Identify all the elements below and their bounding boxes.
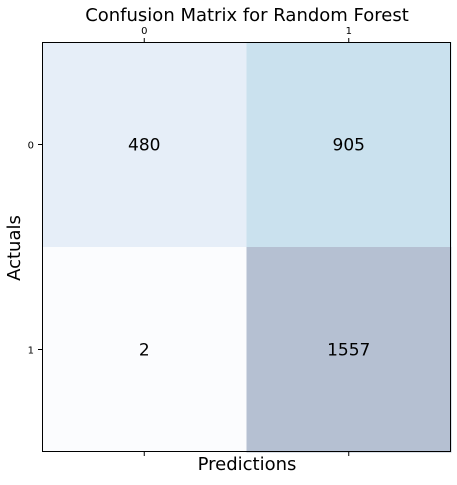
- cell-annotations: 480 905 2 1557: [128, 136, 370, 361]
- y-axis-label: Actuals: [4, 215, 25, 281]
- heatmap-cell-0-0: [42, 42, 247, 248]
- plot-frame: [42, 42, 451, 452]
- y-tick-label-0: 0: [28, 141, 34, 152]
- x-tick-label-1: 1: [346, 26, 352, 37]
- cell-value-label-0-1: 905: [333, 136, 365, 156]
- x-axis-label: Predictions: [198, 454, 297, 475]
- heatmap-cell-1-0: [42, 247, 247, 453]
- cell-value-label-1-1: 1557: [327, 341, 370, 361]
- x-tick-label-0: 0: [141, 26, 147, 37]
- y-axis-ticks: 01: [28, 141, 42, 357]
- chart-title: Confusion Matrix for Random Forest: [85, 5, 409, 26]
- heatmap-cell-1-1: [246, 247, 452, 453]
- heatmap-cell-0-1: [246, 42, 452, 248]
- heatmap-cells: [42, 42, 452, 453]
- cell-value-label-1-0: 2: [139, 341, 150, 361]
- cell-value-label-0-0: 480: [128, 136, 160, 156]
- y-tick-label-1: 1: [28, 346, 34, 357]
